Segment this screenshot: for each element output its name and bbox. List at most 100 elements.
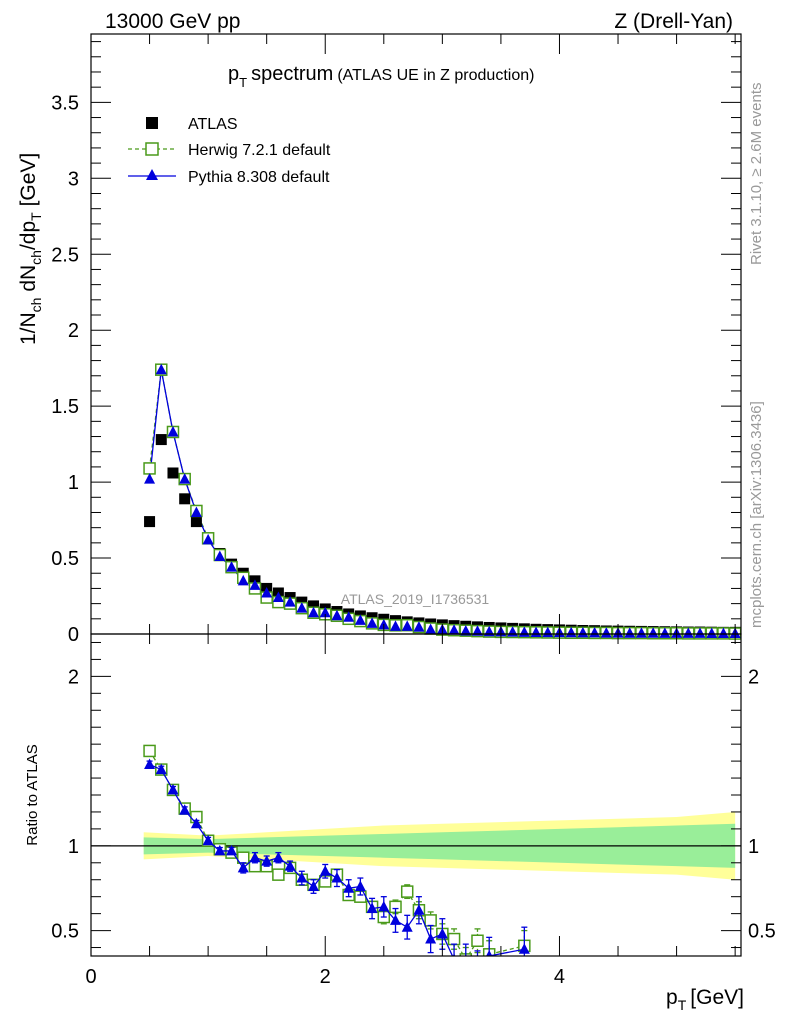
ratio-clipped-series [143,744,531,973]
atlas-point [167,467,179,479]
legend-marker-herwig [145,142,159,156]
pythia-ratio-point [425,933,437,944]
pythia-ratio-point [465,955,467,956]
ratio-ytick-label-left: 0.5 [51,921,79,943]
pythia-point [401,620,413,631]
pythia-point [589,626,601,638]
main-ytick-label: 2 [68,320,79,342]
pythia-point [214,550,226,562]
main-ytick-label: 0.5 [51,548,79,570]
pythia-ratio-point [486,950,493,956]
pythia-ratio-point [167,783,179,795]
pythia-point [694,627,706,638]
ratio-xlabel: pT [GeV] [666,986,744,1013]
pythia-ratio-point [226,844,238,856]
pythia-point [577,626,589,638]
pythia-point [237,574,249,586]
pythia-ratio-point [472,962,483,973]
pythia-point [425,623,437,634]
legend-label-atlas: ATLAS [188,116,238,133]
pythia-ratio-point [354,880,366,892]
pythia-ratio-point [214,844,226,856]
pythia-point [155,363,167,375]
herwig-ratio-point [272,868,285,881]
atlas-point [155,434,167,446]
pythia-point [565,626,577,638]
pythia-point [308,606,320,618]
pythia-point [354,614,366,625]
pythia-ratio-point [366,902,378,914]
pythia-ratio-point [308,880,320,892]
main-ylabel: 1/Nch dNch/dpT [GeV] [17,153,44,345]
pythia-ratio-point [343,882,355,893]
legend: ATLAS Herwig 7.2.1 default Pythia 8.308 … [128,116,331,186]
pythia-point [284,596,296,607]
pythia-point [167,425,179,437]
atlas-point [144,516,156,528]
herwig-ratio-point [471,934,484,947]
main-ytick-label: 1 [68,472,79,494]
ratio-ytick-label-right: 0.5 [748,921,776,943]
main-ytick-label: 2.5 [51,244,79,266]
pythia-point [682,627,694,638]
ratio-panel: 0.5 0.5 1 1 2 2 0 2 4 Ratio to ATLAS pT [GeV] [24,633,776,1013]
pythia-point [635,627,647,638]
pythia-point [190,506,202,517]
main-ytick-label: 0 [68,624,79,646]
pythia-point [272,591,284,603]
pythia-point [448,624,460,635]
rivet-label: Rivet 3.1.10, ≥ 2.6M events [748,83,765,266]
herwig-ratio-point [400,885,414,898]
pythia-ratio-point [272,851,284,863]
pythia-ratio-point [155,763,167,775]
herwig-ratio-point [424,914,437,927]
pythia-point [319,606,331,618]
pythia-point [249,579,261,590]
pythia-ratio-point [261,855,273,866]
legend-label-herwig: Herwig 7.2.1 default [188,142,331,159]
herwig-ratio-point [143,744,156,758]
main-ytick-labels: 0 0.5 1 1.5 2 2.5 3 3.5 [51,92,79,646]
ratio-ylabel: Ratio to ATLAS [24,744,41,845]
pythia-point [226,561,238,572]
pythia-point [647,627,659,638]
ratio-ytick-label-left: 2 [68,666,79,688]
ratio-tick-labels: 0.5 0.5 1 1 2 2 0 2 4 [51,666,776,988]
pythia-point [413,621,425,632]
ratio-ticks [90,634,741,956]
ratio-data-layer [91,744,741,973]
pythia-point [624,627,636,638]
main-ytick-label: 3 [68,168,79,190]
pythia-point [261,586,273,598]
ratio-xtick-label: 4 [554,966,565,988]
legend-marker-pythia [146,169,158,180]
pythia-ratio-point [237,861,249,873]
herwig-point [143,462,156,475]
pythia-ratio-point [144,758,156,769]
legend-marker-atlas [146,117,158,129]
pythia-ratio-point [190,817,202,829]
main-ytick-label: 3.5 [51,92,79,114]
pythia-point [659,627,671,638]
pythia-ratio-point [413,904,425,915]
herwig-ratio-point [447,932,461,946]
atlas-point [190,516,202,528]
mcplots-label: mcplots.cern.ch [arXiv:1306.3436] [748,401,765,628]
ratio-xtick-label: 2 [320,966,331,988]
pythia-point [471,625,483,636]
pythia-ratio-point [179,804,191,815]
header-right: Z (Drell-Yan) [614,10,733,33]
pythia-point [717,627,729,639]
pythia-ratio-point [518,943,530,954]
ratio-ytick-label-right: 2 [748,666,759,688]
pythia-point [390,620,402,631]
pythia-ratio-point [202,834,214,846]
header-left: 13000 GeV pp [105,10,240,33]
pythia-point [202,533,214,545]
pythia-ratio-point [249,851,261,863]
analysis-watermark: ATLAS_2019_I1736531 [341,591,490,607]
pythia-ratio-point [390,914,402,925]
pythia-ratio-point [452,953,456,956]
pythia-point [296,602,308,613]
pythia-point [706,627,718,639]
